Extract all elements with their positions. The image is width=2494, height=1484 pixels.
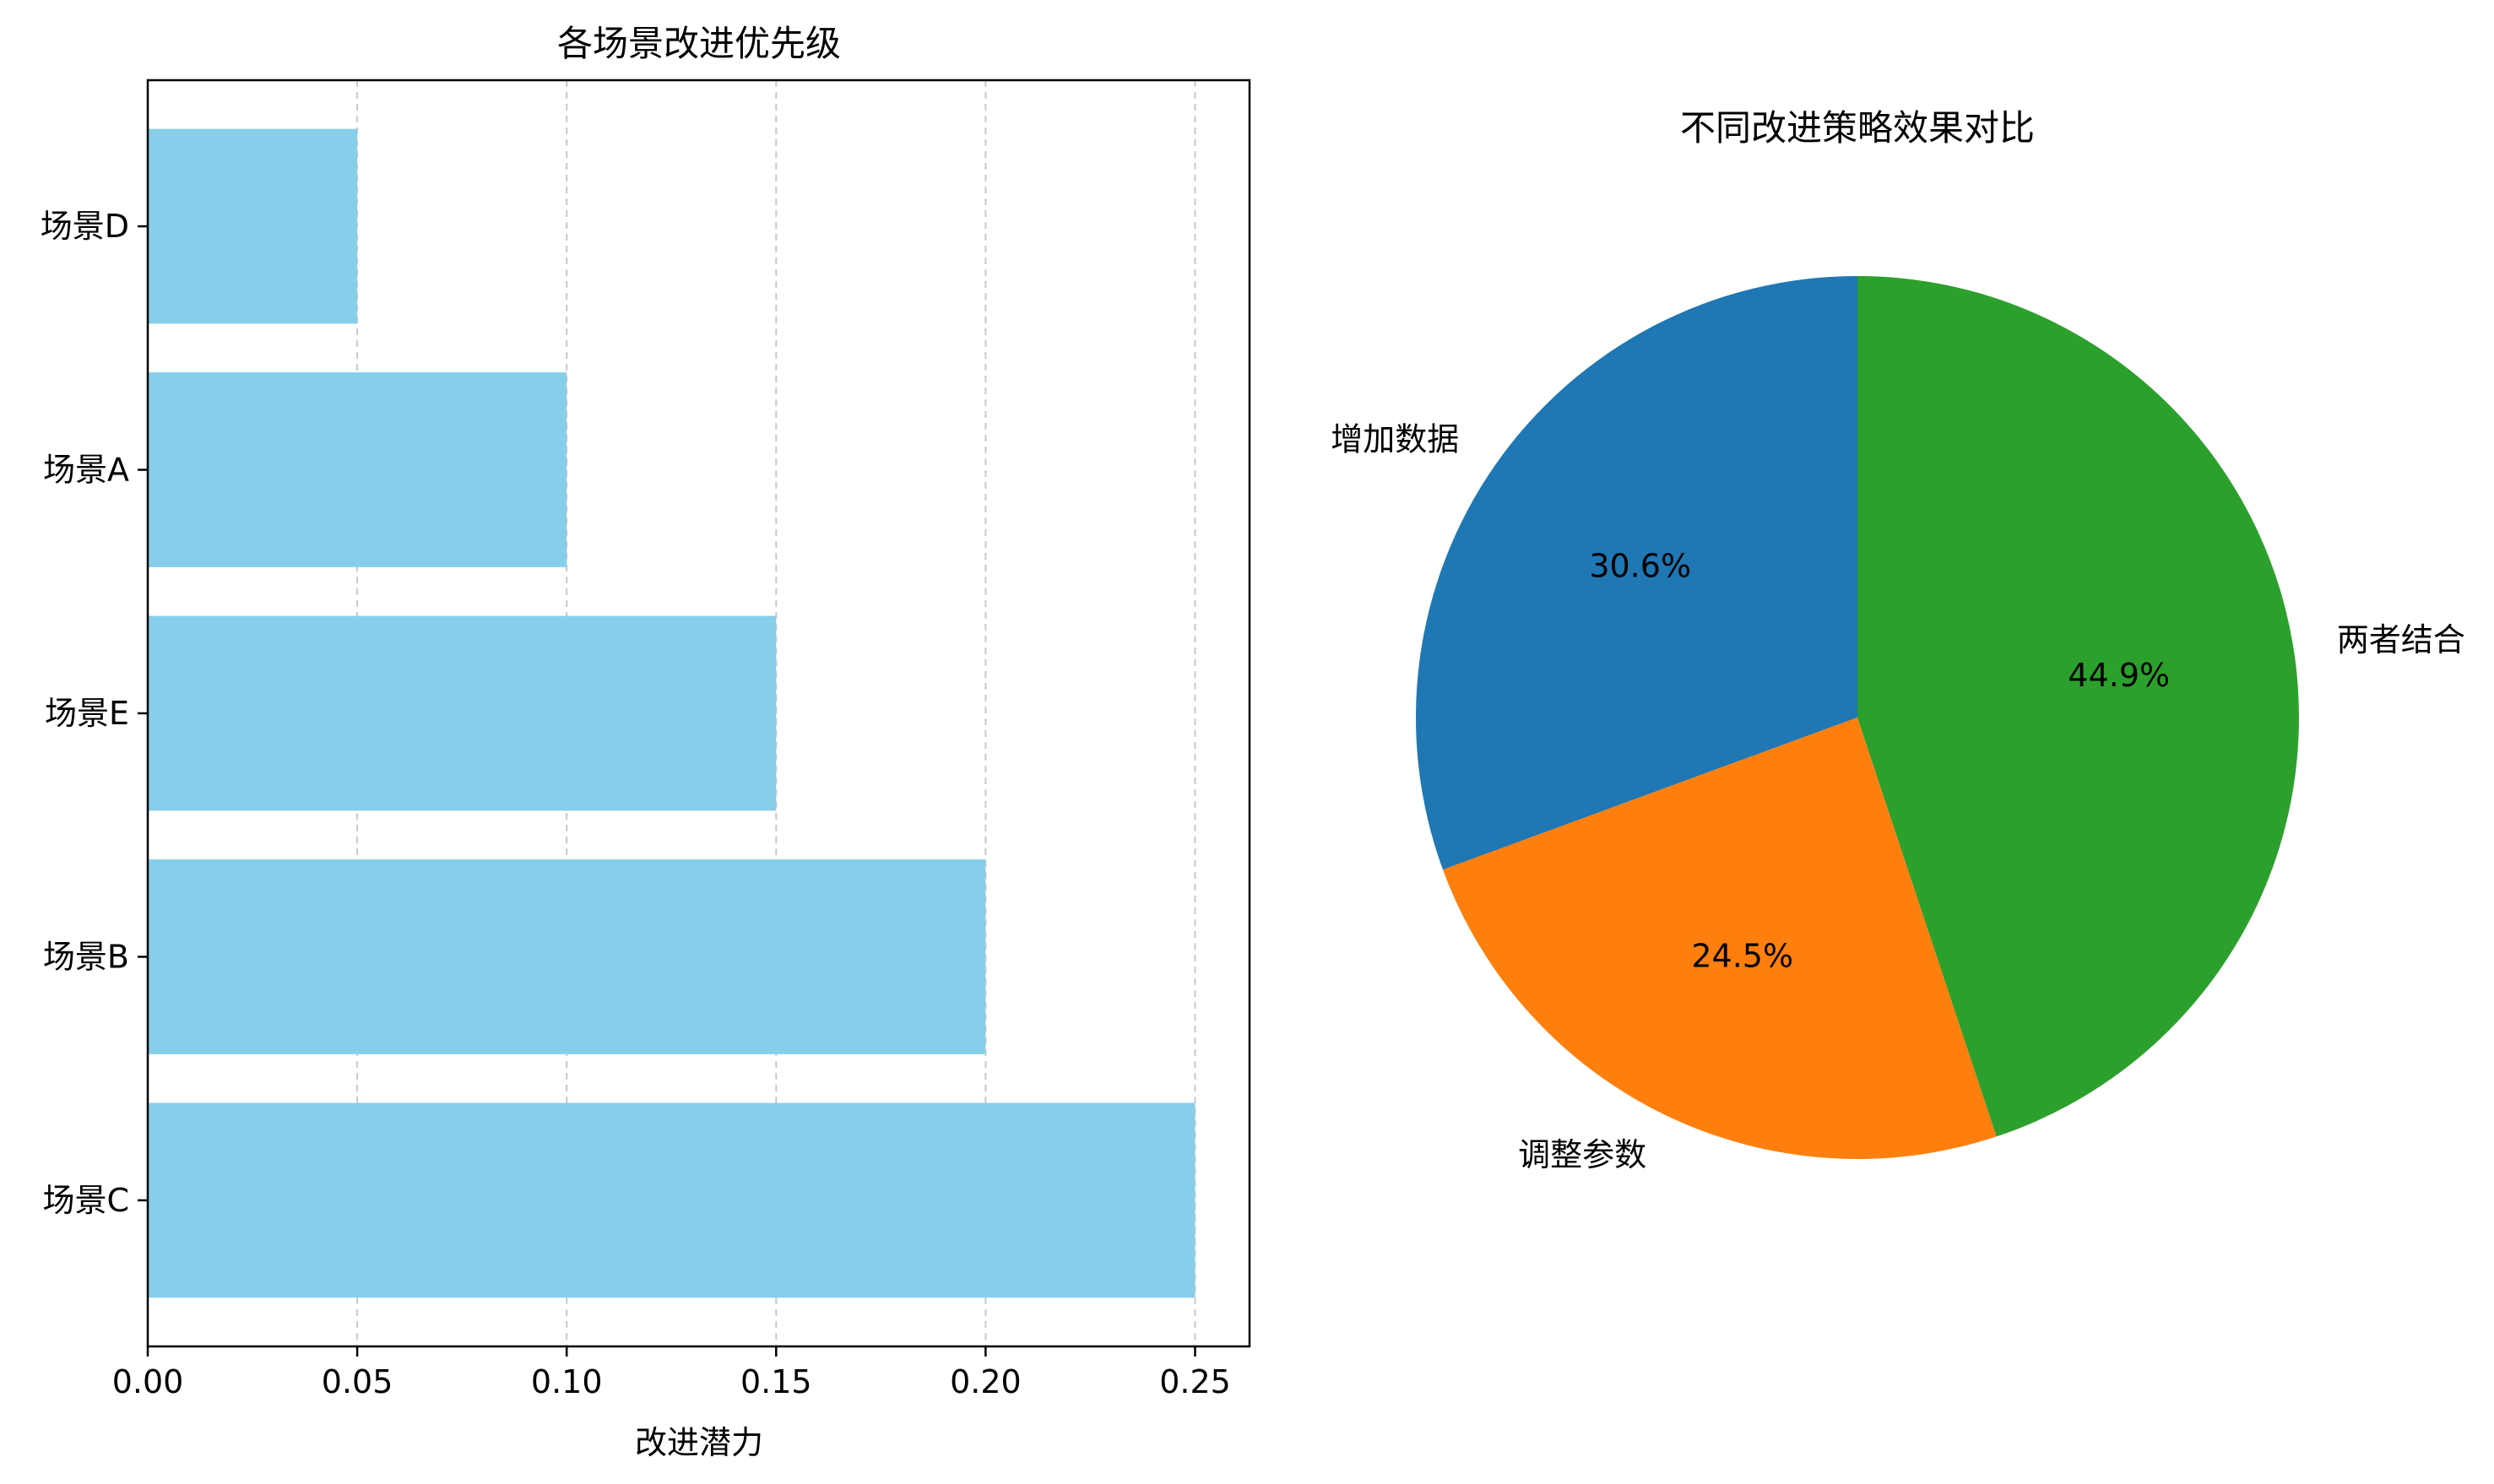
x-tick-label: 0.25	[1159, 1363, 1231, 1400]
pie-slice-1	[1416, 276, 1857, 870]
pie-percent-label: 44.9%	[2068, 657, 2170, 694]
x-tick-label: 0.15	[740, 1363, 812, 1400]
y-tick-label: 场景C	[42, 1182, 129, 1219]
bar-x-axis-label: 改进潜力	[635, 1424, 763, 1461]
pie-slice-3	[1857, 276, 2299, 1137]
pie-percent-label: 30.6%	[1589, 547, 1691, 584]
pie-percent-label: 24.5%	[1691, 938, 1793, 975]
pie-slices	[1416, 276, 2299, 1159]
pie-chart: 不同改进策略效果对比 30.6% 增加数据 24.5% 调整参数 44.9% 两者结合	[1331, 107, 2465, 1173]
bar-chart-title: 各场景改进优先级	[557, 23, 841, 64]
pie-labels: 30.6% 增加数据 24.5% 调整参数 44.9% 两者结合	[1331, 421, 2465, 1174]
bar-y-axis: 场景C 场景B 场景E 场景A 场景D	[41, 208, 148, 1219]
bar-chart: 各场景改进优先级 0.00 0.05 0.10 0.15 0.20 0.25 场景C 场景B…	[41, 23, 1251, 1461]
y-tick-label: 场景B	[43, 938, 129, 975]
bar-2	[148, 859, 986, 1054]
bar-5	[148, 128, 358, 324]
x-tick-label: 0.20	[950, 1363, 1022, 1400]
pie-slice-label: 两者结合	[2337, 621, 2465, 658]
x-tick-label: 0.05	[322, 1363, 393, 1400]
pie-slice-2	[1443, 718, 1997, 1159]
y-tick-label: 场景E	[45, 695, 129, 732]
y-tick-label: 场景A	[43, 452, 129, 489]
x-tick-label: 0.10	[531, 1363, 603, 1400]
bar-3	[148, 615, 777, 811]
pie-slice-label: 增加数据	[1331, 421, 1459, 458]
pie-slice-label: 调整参数	[1518, 1136, 1646, 1173]
bar-1	[148, 1102, 1195, 1298]
bar-x-axis: 0.00 0.05 0.10 0.15 0.20 0.25	[112, 1346, 1231, 1400]
x-tick-label: 0.00	[112, 1363, 184, 1400]
bar-series	[148, 128, 1195, 1298]
pie-chart-title: 不同改进策略效果对比	[1680, 107, 2035, 149]
y-tick-label: 场景D	[41, 208, 129, 245]
bar-4	[148, 372, 567, 567]
